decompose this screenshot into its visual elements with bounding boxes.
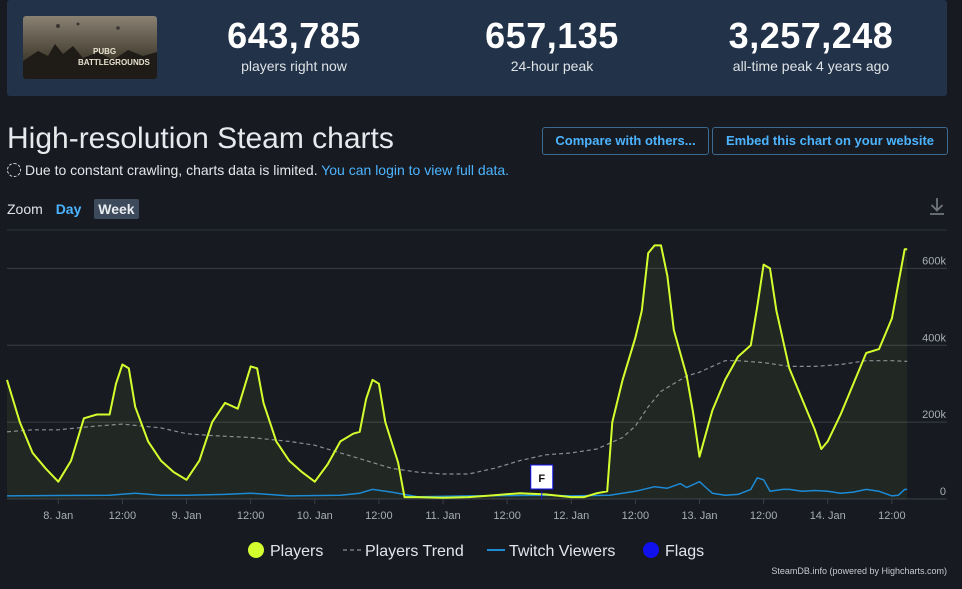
legend-item[interactable]: Players Trend — [343, 543, 464, 560]
stat-current: 643,785 players right now — [174, 14, 414, 74]
legend-label: Twitch Viewers — [509, 543, 615, 560]
chart-legend: Players Players Trend Twitch Viewers Flags — [248, 542, 704, 560]
zoom-control: Zoom Day Week — [7, 199, 139, 219]
compare-button[interactable]: Compare with others... — [542, 127, 709, 155]
chart-credit: SteamDB.info (powered by Highcharts.com) — [771, 566, 947, 576]
y-tick-label: 400k — [922, 332, 946, 344]
x-tick-label: 12. Jan — [553, 510, 589, 522]
data-limit-notice: Due to constant crawling, charts data is… — [7, 162, 509, 178]
login-link[interactable]: You can login to view full data. — [321, 162, 510, 178]
x-tick-label: 12:00 — [622, 510, 650, 522]
x-tick-label: 14. Jan — [810, 510, 846, 522]
download-icon[interactable] — [926, 195, 948, 217]
series-players-line — [6, 244, 908, 499]
x-tick-label: 12:00 — [109, 510, 137, 522]
legend-item[interactable]: Flags — [643, 542, 704, 560]
stat-alltime-peak: 3,257,248 all-time peak 4 years ago — [691, 14, 931, 74]
legend-flags-symbol — [643, 542, 659, 558]
x-tick-label: 12:00 — [237, 510, 265, 522]
legend-item[interactable]: Twitch Viewers — [487, 543, 615, 560]
stat-24h-peak-value: 657,135 — [485, 15, 619, 56]
y-tick-label: 600k — [922, 255, 946, 267]
stats-bar: PUBG BATTLEGROUNDS 643,785 players right… — [7, 0, 947, 96]
x-tick-label: 9. Jan — [172, 510, 202, 522]
game-thumbnail-art: PUBG BATTLEGROUNDS — [23, 16, 157, 79]
legend-label: Flags — [665, 543, 704, 560]
players-chart[interactable]: 0 200k 400k 600k 8. Jan 12:00 9. Jan 12:00 10. J… — [0, 228, 962, 586]
x-tick-label: 10. Jan — [297, 510, 333, 522]
page-title: High-resolution Steam charts — [7, 122, 394, 155]
x-tick-label: 11. Jan — [425, 510, 460, 522]
logo-line1: PUBG — [93, 47, 116, 56]
legend-label: Players Trend — [365, 543, 464, 560]
game-thumbnail[interactable]: PUBG BATTLEGROUNDS — [23, 16, 157, 79]
zoom-day-button[interactable]: Day — [55, 201, 82, 217]
loading-icon — [7, 163, 21, 177]
players-area — [7, 245, 908, 499]
flag-label: F — [538, 473, 545, 485]
zoom-week-button[interactable]: Week — [94, 199, 139, 219]
x-tick-label: 12:00 — [493, 510, 521, 522]
x-tick-label: 13. Jan — [681, 510, 717, 522]
zoom-label: Zoom — [7, 201, 43, 217]
x-tick-label: 8. Jan — [43, 510, 73, 522]
stat-current-value: 643,785 — [227, 15, 361, 56]
series-twitch-line — [6, 477, 908, 498]
stat-current-label: players right now — [241, 58, 347, 74]
y-tick-label: 200k — [922, 409, 946, 421]
stat-24h-peak: 657,135 24-hour peak — [432, 14, 672, 74]
legend-players-symbol — [248, 542, 264, 558]
x-tick-label: 12:00 — [750, 510, 778, 522]
notice-text: Due to constant crawling, charts data is… — [25, 162, 318, 178]
flag-marker — [530, 464, 554, 490]
series-trend-line — [6, 360, 908, 475]
legend-item[interactable]: Players — [248, 542, 323, 560]
x-tick-label: 12:00 — [365, 510, 393, 522]
embed-button[interactable]: Embed this chart on your website — [712, 127, 948, 155]
x-tick-label: 12:00 — [878, 510, 906, 522]
stat-alltime-peak-value: 3,257,248 — [728, 15, 894, 56]
y-tick-label: 0 — [940, 486, 946, 498]
logo-line2: BATTLEGROUNDS — [78, 58, 151, 67]
stat-24h-peak-label: 24-hour peak — [510, 58, 594, 74]
stat-alltime-peak-label: all-time peak 4 years ago — [732, 58, 890, 74]
legend-label: Players — [270, 543, 323, 560]
